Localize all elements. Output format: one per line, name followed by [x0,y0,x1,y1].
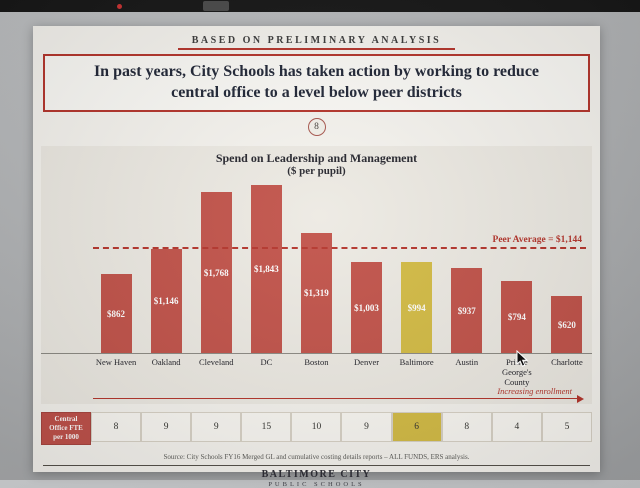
category-label: New Haven [95,357,137,368]
bar-column: $862 [91,184,141,354]
fte-table-cell: 9 [341,412,392,443]
bar-column: $1,319 [291,184,341,354]
bar-value-label: $1,843 [253,264,279,275]
bar-value-label: $1,003 [354,302,379,313]
bar-column: $1,843 [241,184,291,354]
chart-subtitle: ($ per pupil) [287,165,346,178]
bar-value-label: $937 [457,305,476,316]
chart-panel: Spend on Leadership and Management ($ pe… [41,145,592,405]
fte-table-cell: 15 [241,412,292,443]
bars-row: $862 $1,146 $1,768 $1,843 $1,319 $1,003 $994 $9… [41,184,592,355]
bar-oakland: $1,146 [150,249,182,354]
bar-prince-george-s-county: $794 [501,281,533,354]
fte-table-cell: 5 [541,412,592,443]
fte-table-header: Central Office FTE per 1000 [41,412,91,445]
bar-value-label: $1,319 [304,288,329,299]
category-label: DC [260,357,273,368]
bar-column: $1,768 [191,184,241,354]
category-label: Charlotte [551,357,583,368]
mouse-cursor-icon [516,350,529,367]
fte-table-cell: 8 [91,412,142,443]
window-tab [203,1,229,11]
footer-org-subtitle: PUBLIC SCHOOLS [268,480,365,488]
peer-average-line [93,247,586,250]
enrollment-arrowhead-icon [577,395,584,404]
page-number-badge: 8 [307,117,326,136]
bar-boston: $1,319 [300,233,332,354]
category-label: Baltimore [399,357,434,368]
fte-table-cell: 9 [191,412,242,443]
bar-column: $620 [542,184,592,354]
bar-dc: $1,843 [250,185,282,354]
bar-baltimore: $994 [401,262,433,354]
enrollment-arrow-line [93,398,579,400]
category-label: Boston [304,357,329,368]
category-label: Cleveland [199,357,234,368]
bar-value-label: $1,146 [153,296,179,307]
slide-footer: BALTIMORE CITY PUBLIC SCHOOLS [43,464,590,488]
bar-value-label: $994 [407,302,426,313]
fte-table-cell: 4 [491,412,542,443]
chart-title: Spend on Leadership and Management [215,150,418,165]
enrollment-arrow-row: Increasing enrollment [49,386,584,404]
fte-table-cell: 10 [291,412,342,443]
eyebrow-wrap: BASED ON PRELIMINARY ANALYSIS [33,30,600,50]
bar-column: $937 [442,184,492,354]
category-label: Austin [455,357,479,368]
screen-top-bar [0,0,640,12]
category-label: Denver [354,357,380,368]
bar-column: $994 [392,184,442,354]
record-dot-icon [117,4,122,9]
bar-column: $794 [492,184,542,354]
bar-new-haven: $862 [100,274,132,354]
bar-value-label: $794 [507,312,526,323]
slide-title: In past years, City Schools has taken ac… [43,54,590,112]
peer-average-label: Peer Average = $1,144 [492,235,582,246]
source-note: Source: City Schools FY16 Merged GL and … [163,452,470,461]
presentation-slide: BASED ON PRELIMINARY ANALYSIS In past ye… [33,26,600,488]
bar-cleveland: $1,768 [200,192,232,354]
fte-table: Central Office FTE per 1000 8 9 9 15 10 9 6 8 4 5 [41,412,592,445]
bar-column: $1,146 [141,184,191,354]
cats-left-spacer [41,354,91,387]
bar-value-label: $620 [557,319,576,330]
fte-table-cell: 8 [441,412,492,443]
bar-austin: $937 [451,268,483,354]
bar-column: $1,003 [341,184,391,354]
fte-table-cell: 9 [141,412,192,443]
bar-charlotte: $620 [551,296,583,354]
category-label: Oakland [151,357,181,368]
eyebrow-heading: BASED ON PRELIMINARY ANALYSIS [177,35,456,50]
bar-denver: $1,003 [351,262,383,354]
category-labels-row: New Haven Oakland Cleveland DC Boston Denver B… [41,354,592,387]
fte-table-cell: 6 [391,412,442,443]
enrollment-arrow-label: Increasing enrollment [497,386,572,397]
footer-org-name: BALTIMORE CITY [261,468,372,480]
bar-value-label: $862 [107,308,126,319]
bar-value-label: $1,768 [203,267,229,278]
